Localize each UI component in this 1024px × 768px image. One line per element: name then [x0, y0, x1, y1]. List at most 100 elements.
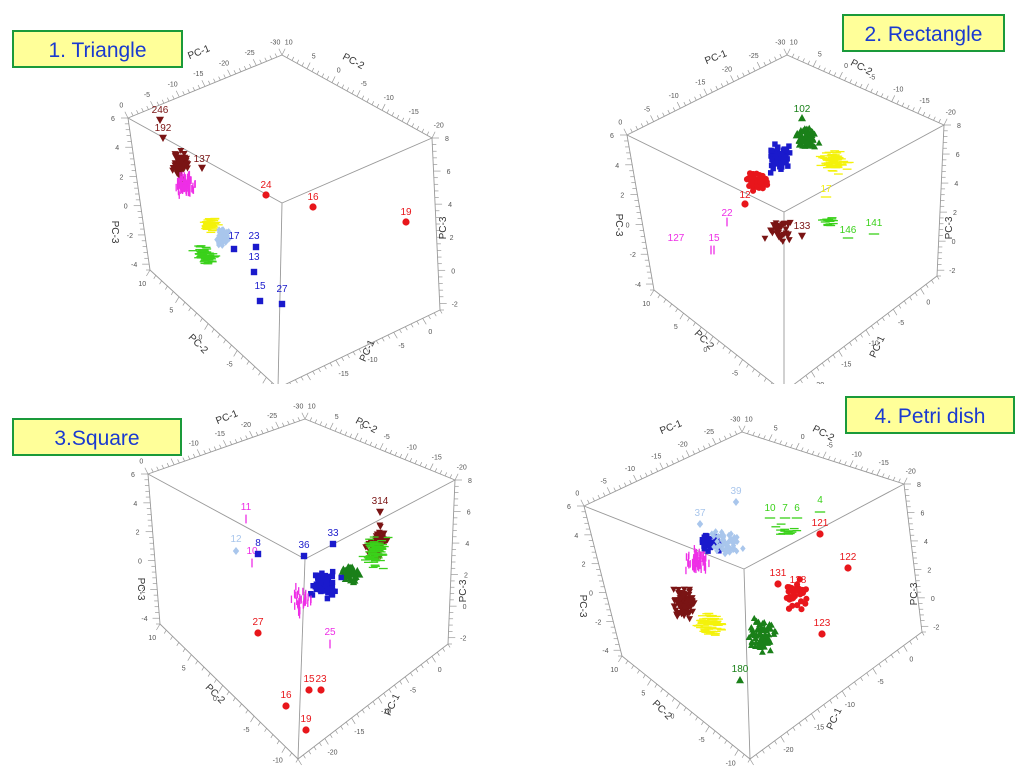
cluster-point — [175, 167, 183, 174]
data-point — [376, 508, 384, 516]
axis-tick — [156, 623, 161, 631]
axis-tick — [335, 730, 338, 734]
axis-tick-label: -20 — [327, 749, 337, 756]
axis-tick-label: 5 — [312, 53, 316, 60]
cluster-point — [801, 125, 809, 132]
axis-tick — [141, 107, 144, 112]
axis-tick-label: -20 — [946, 110, 956, 117]
cluster-point — [794, 602, 801, 609]
cluster-point — [679, 593, 687, 600]
cluster-point — [779, 164, 785, 170]
axis-tick-label: 5 — [182, 666, 186, 673]
axis-tick — [811, 450, 815, 455]
chart-3d-scatter-rectangle: 0-5-10-15-20-25-30 1050-5-10-15-206420-2-… — [610, 40, 961, 384]
axis-tick-label: 0 — [931, 596, 935, 603]
axis-tick — [685, 450, 690, 457]
cluster-point — [686, 616, 694, 623]
axis-tick — [887, 475, 890, 479]
axis-tick — [884, 659, 888, 663]
axis-tick — [698, 326, 702, 331]
cluster-point — [177, 148, 185, 155]
axis-tick — [349, 433, 353, 438]
axis-tick — [722, 345, 726, 350]
axis-tick — [144, 467, 149, 475]
cluster-point — [724, 546, 731, 554]
cluster-point — [714, 538, 720, 545]
axis-label: PC-1 — [658, 418, 684, 437]
axis-tick — [701, 721, 704, 726]
axis-tick — [798, 722, 802, 727]
axis-tick-label: -25 — [245, 50, 255, 57]
axis-tick — [763, 435, 766, 440]
axis-tick — [875, 90, 879, 95]
axis-tick — [326, 76, 330, 81]
axis-tick — [356, 713, 360, 718]
axis-tick — [426, 660, 429, 665]
cluster-point — [345, 565, 353, 572]
axis-tick — [795, 442, 800, 450]
axis-tick — [324, 423, 328, 428]
data-label: 17 — [820, 184, 832, 195]
axis-tick — [872, 668, 877, 675]
axis-tick — [345, 721, 349, 726]
axis-tick — [358, 348, 362, 353]
cluster-point — [730, 546, 736, 554]
axis-tick — [166, 462, 170, 467]
data-label: 24 — [260, 180, 272, 191]
axis-tick — [384, 447, 388, 452]
chart-panel-petri-dish: 0 -5 -10 -15 -20 -25 -30 10 5 0 -5 -10 -15 -20 6 4 2 0 -2-… — [512, 384, 1024, 768]
axis-tick — [201, 666, 205, 671]
axis-tick-label: 0 — [703, 347, 707, 354]
axis-tick — [679, 313, 684, 320]
axis-tick — [404, 676, 410, 684]
axis-tick — [239, 703, 242, 708]
axis-tick — [192, 86, 196, 91]
axis-tick — [909, 296, 913, 301]
axis-tick — [774, 56, 777, 61]
cluster-point — [772, 153, 779, 159]
axis-tick-label: -15 — [814, 725, 824, 732]
cluster-point — [329, 568, 336, 575]
axis-tick — [297, 417, 301, 421]
axis-tick — [865, 83, 869, 91]
axis-tick — [865, 329, 870, 337]
axis-tick — [817, 708, 820, 713]
axis-tick — [250, 715, 255, 723]
axis-label: PC-3 — [135, 578, 146, 601]
axis-tick-label: -15 — [919, 98, 929, 105]
axis-tick — [386, 109, 390, 114]
cluster-point — [376, 522, 384, 529]
axis-tick — [763, 377, 767, 382]
axis-tick-label: -5 — [384, 434, 390, 441]
axis-tick-label: -20 — [783, 747, 793, 754]
axis-tick — [730, 75, 734, 82]
axis-tick-label: 0 — [428, 329, 432, 336]
cluster-point — [728, 530, 734, 538]
axis-tick — [936, 275, 940, 280]
axis-tick — [249, 63, 252, 68]
axis-tick — [381, 103, 386, 111]
axis-tick — [406, 117, 411, 125]
cluster-point — [748, 638, 756, 645]
axis-tick — [618, 655, 623, 663]
cluster-point — [344, 569, 351, 576]
axis-tick — [709, 336, 714, 343]
axis-tick-label: -10 — [852, 451, 862, 458]
cluster-point — [219, 242, 225, 249]
axis-tick — [887, 313, 891, 317]
axis-tick — [920, 288, 925, 295]
axis-tick-label: -5 — [361, 81, 367, 88]
axis-tick — [741, 425, 746, 433]
axis-tick — [447, 643, 451, 648]
axis-tick-label: 10 — [285, 40, 293, 47]
axis-tick-label: 5 — [818, 51, 822, 58]
axis-tick — [897, 649, 900, 654]
axis-tick-label: 8 — [957, 123, 961, 130]
axis-tick — [281, 746, 286, 753]
axis-tick — [393, 332, 398, 339]
cluster-point — [772, 220, 780, 227]
axis-tick — [716, 340, 720, 345]
axis-tick — [204, 323, 209, 330]
axis-tick — [681, 455, 685, 460]
axis-tick-label: 6 — [467, 510, 471, 517]
